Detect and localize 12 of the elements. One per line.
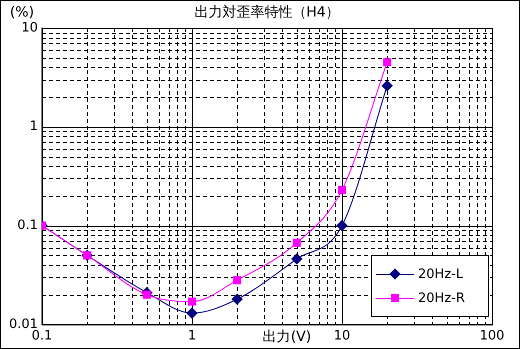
y-tick-label: 10 [21,20,38,36]
x-tick-label: 10 [334,328,350,344]
x-tick-label: 1 [188,328,196,344]
y-tick-label: 0.1 [17,218,38,233]
y-axis-title: (%) [10,4,34,21]
x-axis-title: 出力(V) [262,329,312,346]
legend-label: 20Hz-R [418,290,465,306]
legend-label: 20Hz-L [418,266,464,282]
x-tick-label: 100 [480,328,504,344]
y-tick-label: 1 [30,119,38,134]
chart-title: 出力対歪率特性（H4） [194,4,340,21]
x-tick-label: 0.1 [32,328,52,344]
